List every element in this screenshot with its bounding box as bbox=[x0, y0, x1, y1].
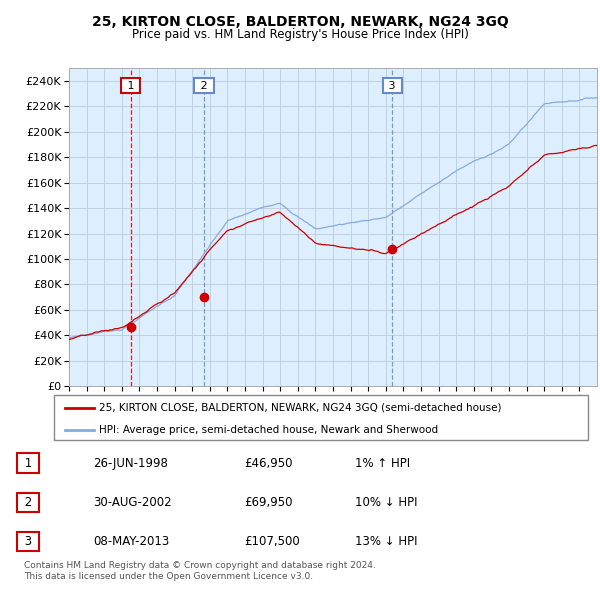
Text: 3: 3 bbox=[385, 81, 400, 91]
Text: 2: 2 bbox=[20, 496, 35, 509]
Text: HPI: Average price, semi-detached house, Newark and Sherwood: HPI: Average price, semi-detached house,… bbox=[100, 425, 439, 435]
Text: 08-MAY-2013: 08-MAY-2013 bbox=[94, 535, 170, 548]
Text: 1: 1 bbox=[124, 81, 137, 91]
Text: £69,950: £69,950 bbox=[245, 496, 293, 509]
Text: 25, KIRTON CLOSE, BALDERTON, NEWARK, NG24 3GQ (semi-detached house): 25, KIRTON CLOSE, BALDERTON, NEWARK, NG2… bbox=[100, 403, 502, 412]
Text: £107,500: £107,500 bbox=[245, 535, 301, 548]
Text: 1: 1 bbox=[20, 457, 35, 470]
Text: This data is licensed under the Open Government Licence v3.0.: This data is licensed under the Open Gov… bbox=[24, 572, 313, 581]
Text: 1% ↑ HPI: 1% ↑ HPI bbox=[355, 457, 410, 470]
Text: 13% ↓ HPI: 13% ↓ HPI bbox=[355, 535, 418, 548]
Text: 2: 2 bbox=[197, 81, 211, 91]
Text: 30-AUG-2002: 30-AUG-2002 bbox=[94, 496, 172, 509]
Text: £46,950: £46,950 bbox=[245, 457, 293, 470]
Text: 3: 3 bbox=[20, 535, 35, 548]
Text: Price paid vs. HM Land Registry's House Price Index (HPI): Price paid vs. HM Land Registry's House … bbox=[131, 28, 469, 41]
Text: 25, KIRTON CLOSE, BALDERTON, NEWARK, NG24 3GQ: 25, KIRTON CLOSE, BALDERTON, NEWARK, NG2… bbox=[92, 15, 508, 29]
Text: 26-JUN-1998: 26-JUN-1998 bbox=[94, 457, 168, 470]
Text: 10% ↓ HPI: 10% ↓ HPI bbox=[355, 496, 418, 509]
Text: Contains HM Land Registry data © Crown copyright and database right 2024.: Contains HM Land Registry data © Crown c… bbox=[24, 560, 376, 569]
